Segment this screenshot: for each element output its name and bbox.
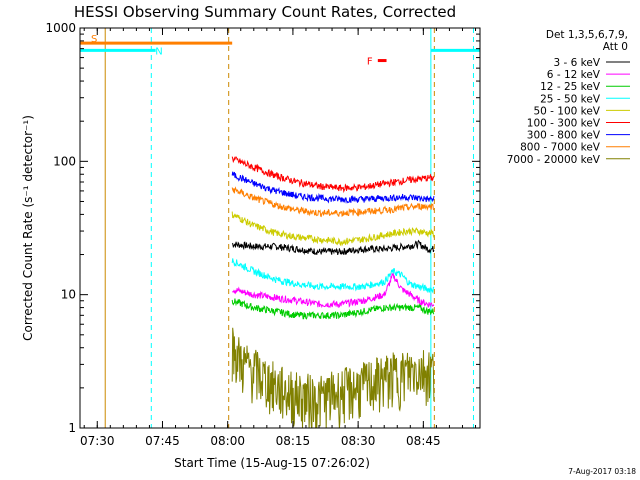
y-tick-label-2: 100 (53, 154, 76, 168)
legend-label-7: 800 - 7000 keV (520, 142, 601, 154)
series-line-0 (231, 239, 435, 256)
annotation-label-0: S (91, 34, 97, 45)
x-tick-label-1: 07:45 (145, 434, 180, 448)
x-axis-label: Start Time (15-Aug-15 07:26:02) (174, 456, 370, 470)
series-line-6 (231, 171, 435, 204)
legend-label-3: 25 - 50 keV (540, 93, 601, 105)
legend-label-8: 7000 - 20000 keV (507, 154, 601, 166)
x-tick-label-4: 08:30 (341, 434, 376, 448)
series-line-8 (231, 327, 435, 428)
series-line-5 (231, 155, 435, 194)
legend-label-1: 6 - 12 keV (547, 69, 601, 81)
series-line-2 (231, 298, 435, 320)
legend-header-line-1: Det 1,3,5,6,7,9, (546, 29, 628, 41)
x-tick-label-5: 08:45 (406, 434, 441, 448)
x-tick-label-2: 08:00 (210, 434, 245, 448)
y-tick-label-3: 1000 (45, 21, 76, 35)
footer-date: 7-Aug-2017 03:18 (568, 467, 636, 476)
legend-label-5: 100 - 300 keV (527, 118, 601, 130)
series-line-1 (231, 272, 435, 309)
legend-label-6: 300 - 800 keV (527, 130, 601, 142)
x-tick-label-3: 08:15 (276, 434, 311, 448)
y-axis-label: Corrected Count Rate (s⁻¹ detector⁻¹) (21, 115, 35, 341)
series-line-3 (231, 258, 435, 294)
legend-label-4: 50 - 100 keV (533, 105, 600, 117)
legend-header-line-2: Att 0 (603, 41, 628, 53)
plot-frame (79, 27, 481, 429)
annotation-label-1: N (155, 46, 162, 57)
series-line-7 (231, 186, 434, 218)
chart-title: HESSI Observing Summary Count Rates, Cor… (74, 3, 456, 21)
x-tick-label-0: 07:30 (80, 434, 115, 448)
y-tick-label-1: 10 (61, 288, 76, 302)
series-line-4 (231, 211, 435, 247)
y-tick-label-0: 1 (68, 421, 76, 435)
annotation-label-2: F (367, 57, 373, 68)
legend-label-2: 12 - 25 keV (540, 81, 601, 93)
legend-label-0: 3 - 6 keV (553, 57, 600, 69)
